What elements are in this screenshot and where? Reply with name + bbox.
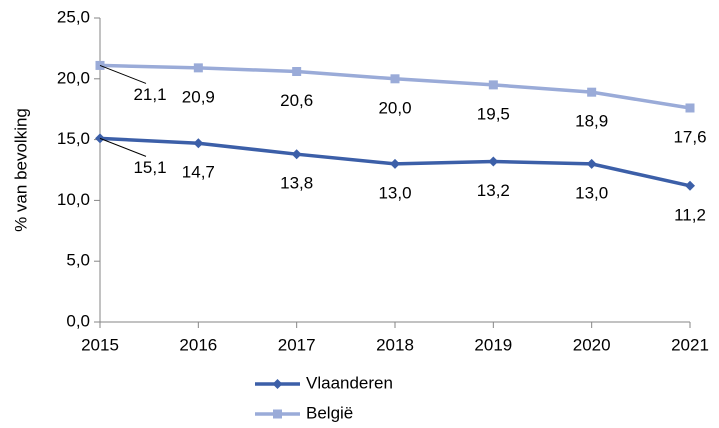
data-label: 13,0 [378, 183, 411, 202]
label-leader [99, 64, 147, 84]
marker [292, 67, 302, 77]
marker [291, 149, 302, 160]
x-tick-label: 2020 [573, 335, 611, 354]
y-tick-label: 0,0 [66, 311, 90, 330]
data-label: 13,8 [280, 174, 313, 193]
data-label: 20,6 [280, 91, 313, 110]
marker [685, 103, 695, 113]
marker [685, 180, 695, 191]
data-label: 13,2 [477, 181, 510, 200]
x-tick-label: 2019 [474, 335, 512, 354]
data-label: 20,9 [182, 87, 215, 106]
data-label: 11,2 [674, 205, 706, 224]
marker [488, 156, 499, 167]
data-label: 13,0 [575, 183, 608, 202]
legend-label: België [306, 403, 353, 422]
marker [193, 138, 204, 149]
data-label: 21,1 [133, 85, 166, 104]
x-tick-label: 2018 [376, 335, 414, 354]
legend-label: Vlaanderen [306, 373, 393, 392]
x-tick-label: 2015 [81, 335, 119, 354]
data-label: 18,9 [575, 112, 608, 131]
legend-marker [272, 379, 283, 389]
marker [193, 63, 203, 73]
data-label: 14,7 [182, 163, 215, 182]
marker [390, 158, 400, 169]
y-tick-label: 15,0 [57, 129, 90, 148]
marker [587, 87, 597, 97]
marker [390, 74, 400, 84]
marker [488, 80, 498, 90]
label-leader [99, 137, 147, 157]
data-label: 17,6 [673, 127, 706, 146]
y-tick-label: 5,0 [66, 251, 90, 270]
y-tick-label: 10,0 [57, 190, 90, 209]
x-tick-label: 2021 [671, 335, 709, 354]
data-label: 15,1 [133, 158, 166, 177]
marker [95, 60, 105, 70]
data-label: 20,0 [378, 98, 411, 117]
x-tick-label: 2016 [179, 335, 217, 354]
x-tick-label: 2017 [278, 335, 316, 354]
legend-marker [273, 409, 282, 419]
y-axis-label: % van bevolking [11, 108, 30, 232]
data-label: 19,5 [477, 104, 510, 123]
y-tick-label: 25,0 [57, 7, 90, 26]
y-tick-label: 20,0 [57, 68, 90, 87]
marker [586, 158, 597, 169]
